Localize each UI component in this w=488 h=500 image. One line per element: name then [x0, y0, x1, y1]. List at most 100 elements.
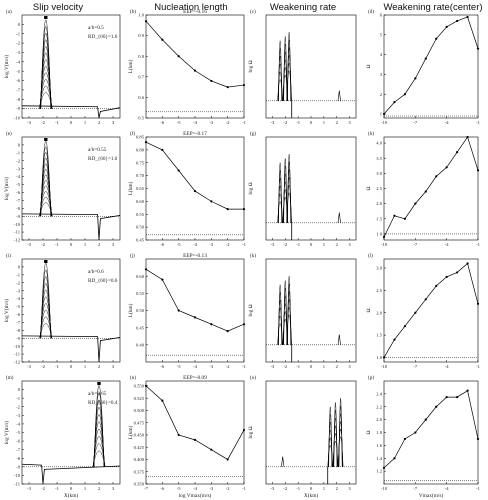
y-tick-label: -3	[16, 413, 21, 418]
data-point	[193, 438, 197, 441]
column-title: Weakening rate(center)	[383, 2, 482, 13]
x-tick-label: -1	[242, 120, 247, 125]
y-tick-label: -8	[16, 206, 21, 211]
peak-marker	[44, 260, 48, 263]
y-tick-label: -6	[16, 439, 21, 444]
column-title: Slip velocity	[33, 2, 83, 13]
slip-baseline	[21, 213, 121, 241]
x-tick-label: -2	[226, 242, 231, 247]
data-point	[476, 437, 480, 441]
x-tick-label: 2	[336, 486, 339, 491]
slip-curve	[39, 303, 52, 339]
data-point	[382, 466, 386, 470]
y-tick-label: -5	[16, 304, 21, 309]
y-tick-label: 0.350	[134, 482, 145, 487]
x-tick-label: -2	[283, 364, 288, 369]
slip-curve	[39, 309, 52, 339]
panel-label: (c)	[250, 8, 256, 15]
x-tick-label: -1	[296, 242, 301, 247]
y-axis-label: L(km)	[127, 181, 134, 195]
y-tick-label: -7	[16, 447, 21, 452]
data-point	[226, 208, 229, 211]
x-tick-label: -3	[271, 364, 276, 369]
x-tick-label: 1	[84, 120, 87, 125]
slip-curve	[39, 202, 53, 217]
x-tick-label: -4	[193, 364, 198, 369]
y-tick-label: 0.40	[136, 342, 145, 347]
panel-label: (k)	[250, 252, 256, 259]
data-point	[456, 19, 459, 23]
x-axis-label: X(km)	[304, 492, 319, 499]
panel-label: (p)	[368, 374, 374, 381]
x-tick-label: -2	[226, 364, 231, 369]
data-point	[161, 399, 164, 402]
slip-curve	[39, 79, 53, 109]
x-tick-label: -2	[226, 486, 231, 491]
y-tick-label: 2.0	[376, 310, 382, 315]
y-tick-label: -8	[16, 328, 21, 333]
annotation: a/b=0.5	[88, 25, 104, 31]
data-point	[177, 433, 180, 437]
data-point	[193, 316, 197, 319]
y-tick-label: -6	[16, 190, 21, 195]
y-tick-label: 2.0	[376, 417, 382, 422]
x-tick-label: -1	[296, 486, 301, 491]
panel-label: (e)	[6, 130, 12, 137]
x-tick-label: -2	[283, 242, 288, 247]
panel-label: (d)	[368, 8, 374, 15]
y-tick-label: -3	[16, 50, 21, 55]
y-tick-label: 1.6	[376, 443, 382, 448]
data-point	[242, 428, 246, 432]
slip-curve	[39, 196, 53, 217]
slip-curve	[39, 85, 53, 109]
data-point	[144, 20, 148, 23]
slip-curve	[39, 92, 53, 109]
y-tick-label: 1.0	[138, 13, 144, 18]
y-tick-label: 0.45	[136, 325, 145, 330]
data-point	[445, 166, 448, 169]
y-tick-label: 0.60	[136, 274, 145, 279]
x-tick-label: 2	[98, 364, 101, 369]
data-point	[382, 356, 386, 359]
data-point	[226, 458, 229, 461]
y-tick-label: 0.55	[136, 291, 145, 296]
x-axis-label: log Vmax(m/s)	[179, 492, 212, 499]
y-axis-label: log V(m/s)	[3, 421, 10, 445]
y-tick-label: 1	[380, 112, 383, 117]
x-tick-label: 1	[323, 242, 326, 247]
y-tick-label: -12	[14, 238, 21, 243]
spike-curve	[277, 323, 283, 345]
y-tick-label: 0.70	[136, 173, 145, 178]
spike-curve	[277, 201, 283, 223]
side-pulse	[281, 456, 285, 467]
plot-frame	[21, 258, 121, 363]
y-tick-label: 0.450	[134, 433, 145, 438]
y-tick-label: 3.0	[376, 266, 382, 271]
weakening-spikes	[277, 153, 292, 223]
x-tick-label: -1	[476, 242, 481, 247]
y-tick-label: 1.5	[376, 333, 382, 338]
x-tick-label: -6	[160, 364, 165, 369]
y-tick-label: -2	[16, 280, 21, 285]
y-tick-label: 0	[18, 143, 21, 148]
plot-frame	[265, 380, 357, 485]
x-tick-label: -1	[55, 364, 60, 369]
x-tick-label: 2	[98, 242, 101, 247]
data-point	[456, 271, 459, 274]
x-tick-label: -1	[242, 486, 247, 491]
data-point	[177, 309, 180, 312]
x-tick-label: -3	[209, 486, 214, 491]
x-tick-label: -7	[413, 364, 418, 369]
x-tick-label: 0	[310, 120, 313, 125]
y-axis-label: log Ω	[248, 60, 254, 72]
data-point	[414, 77, 417, 80]
peak-marker	[44, 16, 48, 19]
y-tick-label: -8	[16, 456, 21, 461]
x-tick-label: -10	[381, 242, 388, 247]
plot-frame	[145, 14, 245, 119]
y-tick-label: 2.5	[376, 288, 382, 293]
y-tick-label: -4	[16, 296, 21, 301]
y-tick-label: 2.4	[376, 391, 382, 396]
x-tick-label: -1	[55, 120, 60, 125]
x-tick-label: 3	[112, 120, 115, 125]
